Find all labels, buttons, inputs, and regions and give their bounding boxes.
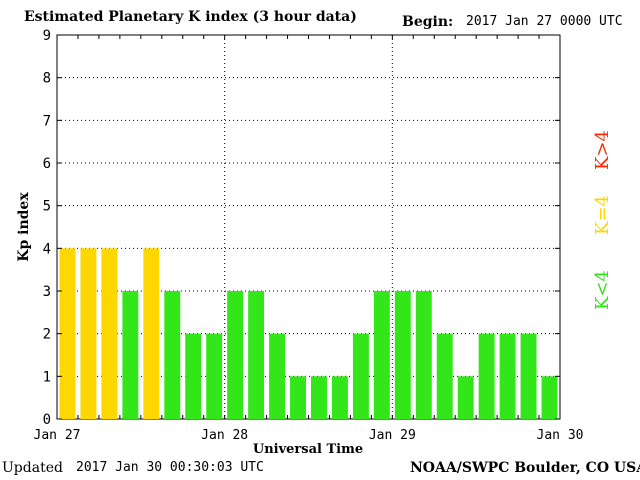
kp-bar	[164, 291, 181, 419]
bars	[59, 248, 558, 419]
kp-bar	[520, 333, 537, 419]
kp-bar	[206, 333, 223, 419]
y-tick-label: 3	[43, 284, 51, 300]
begin-value: 2017 Jan 27 0000 UTC	[466, 14, 623, 29]
y-tick-label: 2	[43, 327, 51, 343]
kp-bar	[80, 248, 97, 419]
y-tick-label: 4	[43, 241, 51, 257]
kp-bar	[185, 333, 202, 419]
y-tick-label: 9	[43, 28, 51, 44]
updated-label: Updated	[2, 460, 63, 476]
updated-value: 2017 Jan 30 00:30:03 UTC	[76, 460, 264, 475]
kp-bar	[373, 291, 390, 419]
kp-bar	[248, 291, 265, 419]
kp-bar	[290, 376, 306, 419]
x-tick-label: Jan 30	[537, 428, 584, 443]
legend-lt4: K<4	[592, 270, 613, 310]
x-tick-label: Jan 29	[369, 428, 416, 443]
x-axis-label: Universal Time	[253, 442, 363, 457]
y-tick-label: 0	[43, 412, 51, 428]
kp-bar	[143, 248, 160, 419]
kp-bar	[499, 333, 516, 419]
kp-bar	[436, 333, 453, 419]
kp-bar	[415, 291, 432, 419]
kp-bar	[541, 376, 558, 419]
grid-lines	[57, 35, 560, 419]
kp-bar	[59, 248, 76, 419]
legend-eq4: K=4	[592, 195, 613, 235]
y-axis-label: Kp index	[16, 192, 32, 262]
legend-gt4: K>4	[592, 130, 613, 170]
x-tick-label: Jan 27	[34, 428, 81, 443]
credit-text: NOAA/SWPC Boulder, CO USA	[410, 460, 640, 476]
kp-bar	[394, 291, 411, 419]
y-tick-label: 7	[43, 113, 51, 129]
kp-bar	[352, 333, 369, 419]
kp-bar	[101, 248, 118, 419]
x-tick-label: Jan 28	[201, 428, 248, 443]
kp-bar	[457, 376, 474, 419]
y-tick-label: 8	[43, 71, 51, 87]
y-tick-label: 5	[43, 199, 51, 215]
begin-label: Begin:	[402, 14, 454, 30]
y-tick-label: 6	[43, 156, 51, 172]
kp-bar	[122, 291, 139, 419]
kp-bar	[269, 333, 286, 419]
kp-bar	[227, 291, 244, 419]
kp-bar	[478, 333, 495, 419]
kp-bar	[311, 376, 327, 419]
kp-bar	[331, 376, 348, 419]
y-axis: 0 1 2 3 4 5 6 7 8 9	[43, 28, 560, 428]
chart-title: Estimated Planetary K index (3 hour data…	[24, 9, 357, 25]
x-axis: Jan 27 Jan 28 Jan 29 Jan 30	[34, 35, 584, 443]
y-tick-label: 1	[43, 369, 51, 385]
